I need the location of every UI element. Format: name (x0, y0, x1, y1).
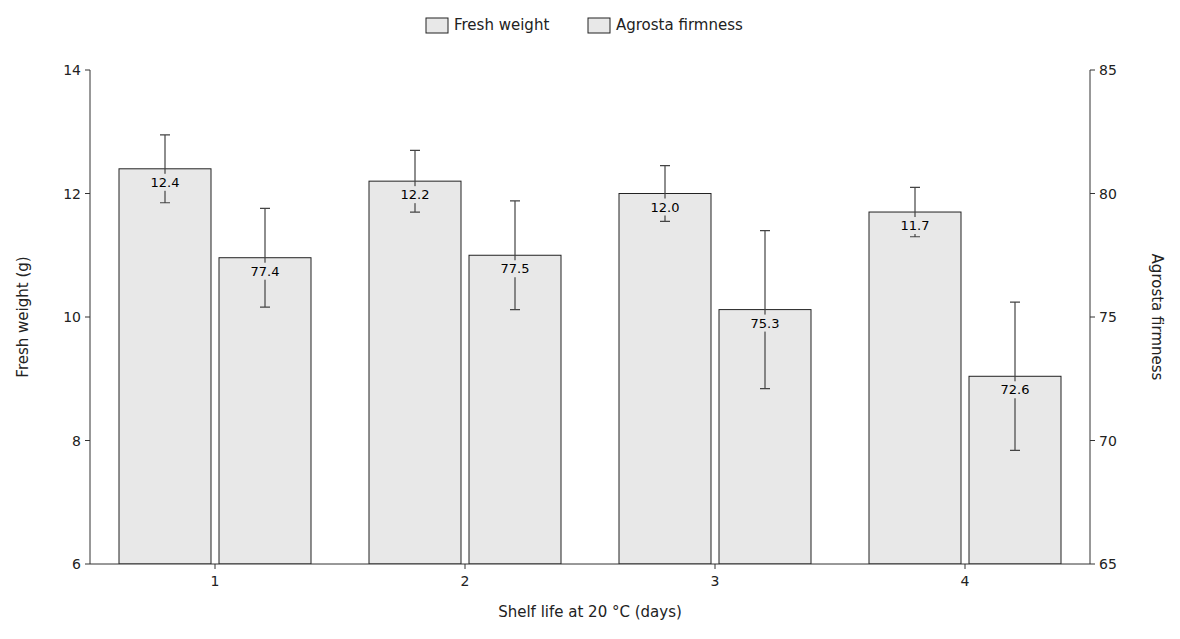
y-tick-label: 12 (63, 186, 81, 202)
error-bar (1010, 302, 1020, 450)
y2-tick-label: 85 (1099, 62, 1117, 78)
legend: Fresh weight Agrosta firmness (426, 16, 743, 34)
y-axis-label: Fresh weight (g) (14, 256, 32, 377)
background (0, 0, 1180, 639)
y2-tick-label: 75 (1099, 309, 1117, 325)
x-tick-label: 2 (461, 573, 470, 589)
x-tick (465, 564, 466, 569)
legend-label: Fresh weight (454, 16, 549, 34)
y2-tick-label: 80 (1099, 186, 1117, 202)
data-label: 12.2 (401, 187, 430, 202)
data-label-bg (395, 186, 435, 203)
y2-tick-label: 70 (1099, 433, 1117, 449)
y2-tick (1090, 317, 1095, 318)
x-tick-label: 4 (961, 573, 970, 589)
x-axis-line (90, 564, 1090, 565)
chart: 12.412.212.011.777.477.575.372.612346810… (0, 0, 1180, 639)
data-label-bg (995, 381, 1035, 398)
plot-area (119, 135, 1061, 564)
error-bar (510, 201, 520, 310)
y2-tick (1090, 564, 1095, 565)
data-label-bg (495, 260, 535, 277)
y2-tick-label: 65 (1099, 556, 1117, 572)
data-label-bg (745, 315, 785, 332)
legend-swatch (588, 18, 610, 33)
y-tick (85, 440, 90, 441)
x-tick (715, 564, 716, 569)
legend-label: Agrosta firmness (616, 16, 743, 34)
data-label: 77.4 (251, 264, 280, 279)
data-label-bg (645, 199, 685, 216)
y-tick (85, 564, 90, 565)
bar (119, 169, 211, 564)
data-label: 12.0 (651, 200, 680, 215)
data-label-bg (145, 174, 185, 191)
data-label: 75.3 (751, 316, 780, 331)
y2-tick (1090, 70, 1095, 71)
error-bar (260, 208, 270, 307)
y2-tick (1090, 440, 1095, 441)
error-bar (760, 231, 770, 389)
y-tick (85, 193, 90, 194)
y2-tick (1090, 193, 1095, 194)
x-tick (965, 564, 966, 569)
data-label: 12.4 (151, 175, 180, 190)
x-tick (215, 564, 216, 569)
y-tick (85, 70, 90, 71)
y-tick-label: 8 (72, 433, 81, 449)
data-label-bg (245, 263, 285, 280)
y-tick (85, 317, 90, 318)
legend-swatch (426, 18, 448, 33)
x-axis-label: Shelf life at 20 °C (days) (498, 603, 682, 621)
data-label: 77.5 (501, 261, 530, 276)
x-tick-label: 3 (711, 573, 720, 589)
data-label: 72.6 (1001, 382, 1030, 397)
x-tick-label: 1 (211, 573, 220, 589)
bar (869, 212, 961, 564)
y-tick-label: 10 (63, 309, 81, 325)
y-tick-label: 14 (63, 62, 81, 78)
axes: 1234681012146570758085 (63, 62, 1117, 589)
data-labels: 12.4 12.2 12.0 11.7 77.4 77.5 75.3 72.6 (145, 174, 1035, 398)
error-bar (160, 135, 170, 203)
data-label: 11.7 (901, 218, 930, 233)
y-tick-label: 6 (72, 556, 81, 572)
bar (369, 181, 461, 564)
data-label-bg (895, 217, 935, 234)
y2-axis-label: Agrosta firmness (1148, 254, 1166, 381)
bar (619, 194, 711, 565)
